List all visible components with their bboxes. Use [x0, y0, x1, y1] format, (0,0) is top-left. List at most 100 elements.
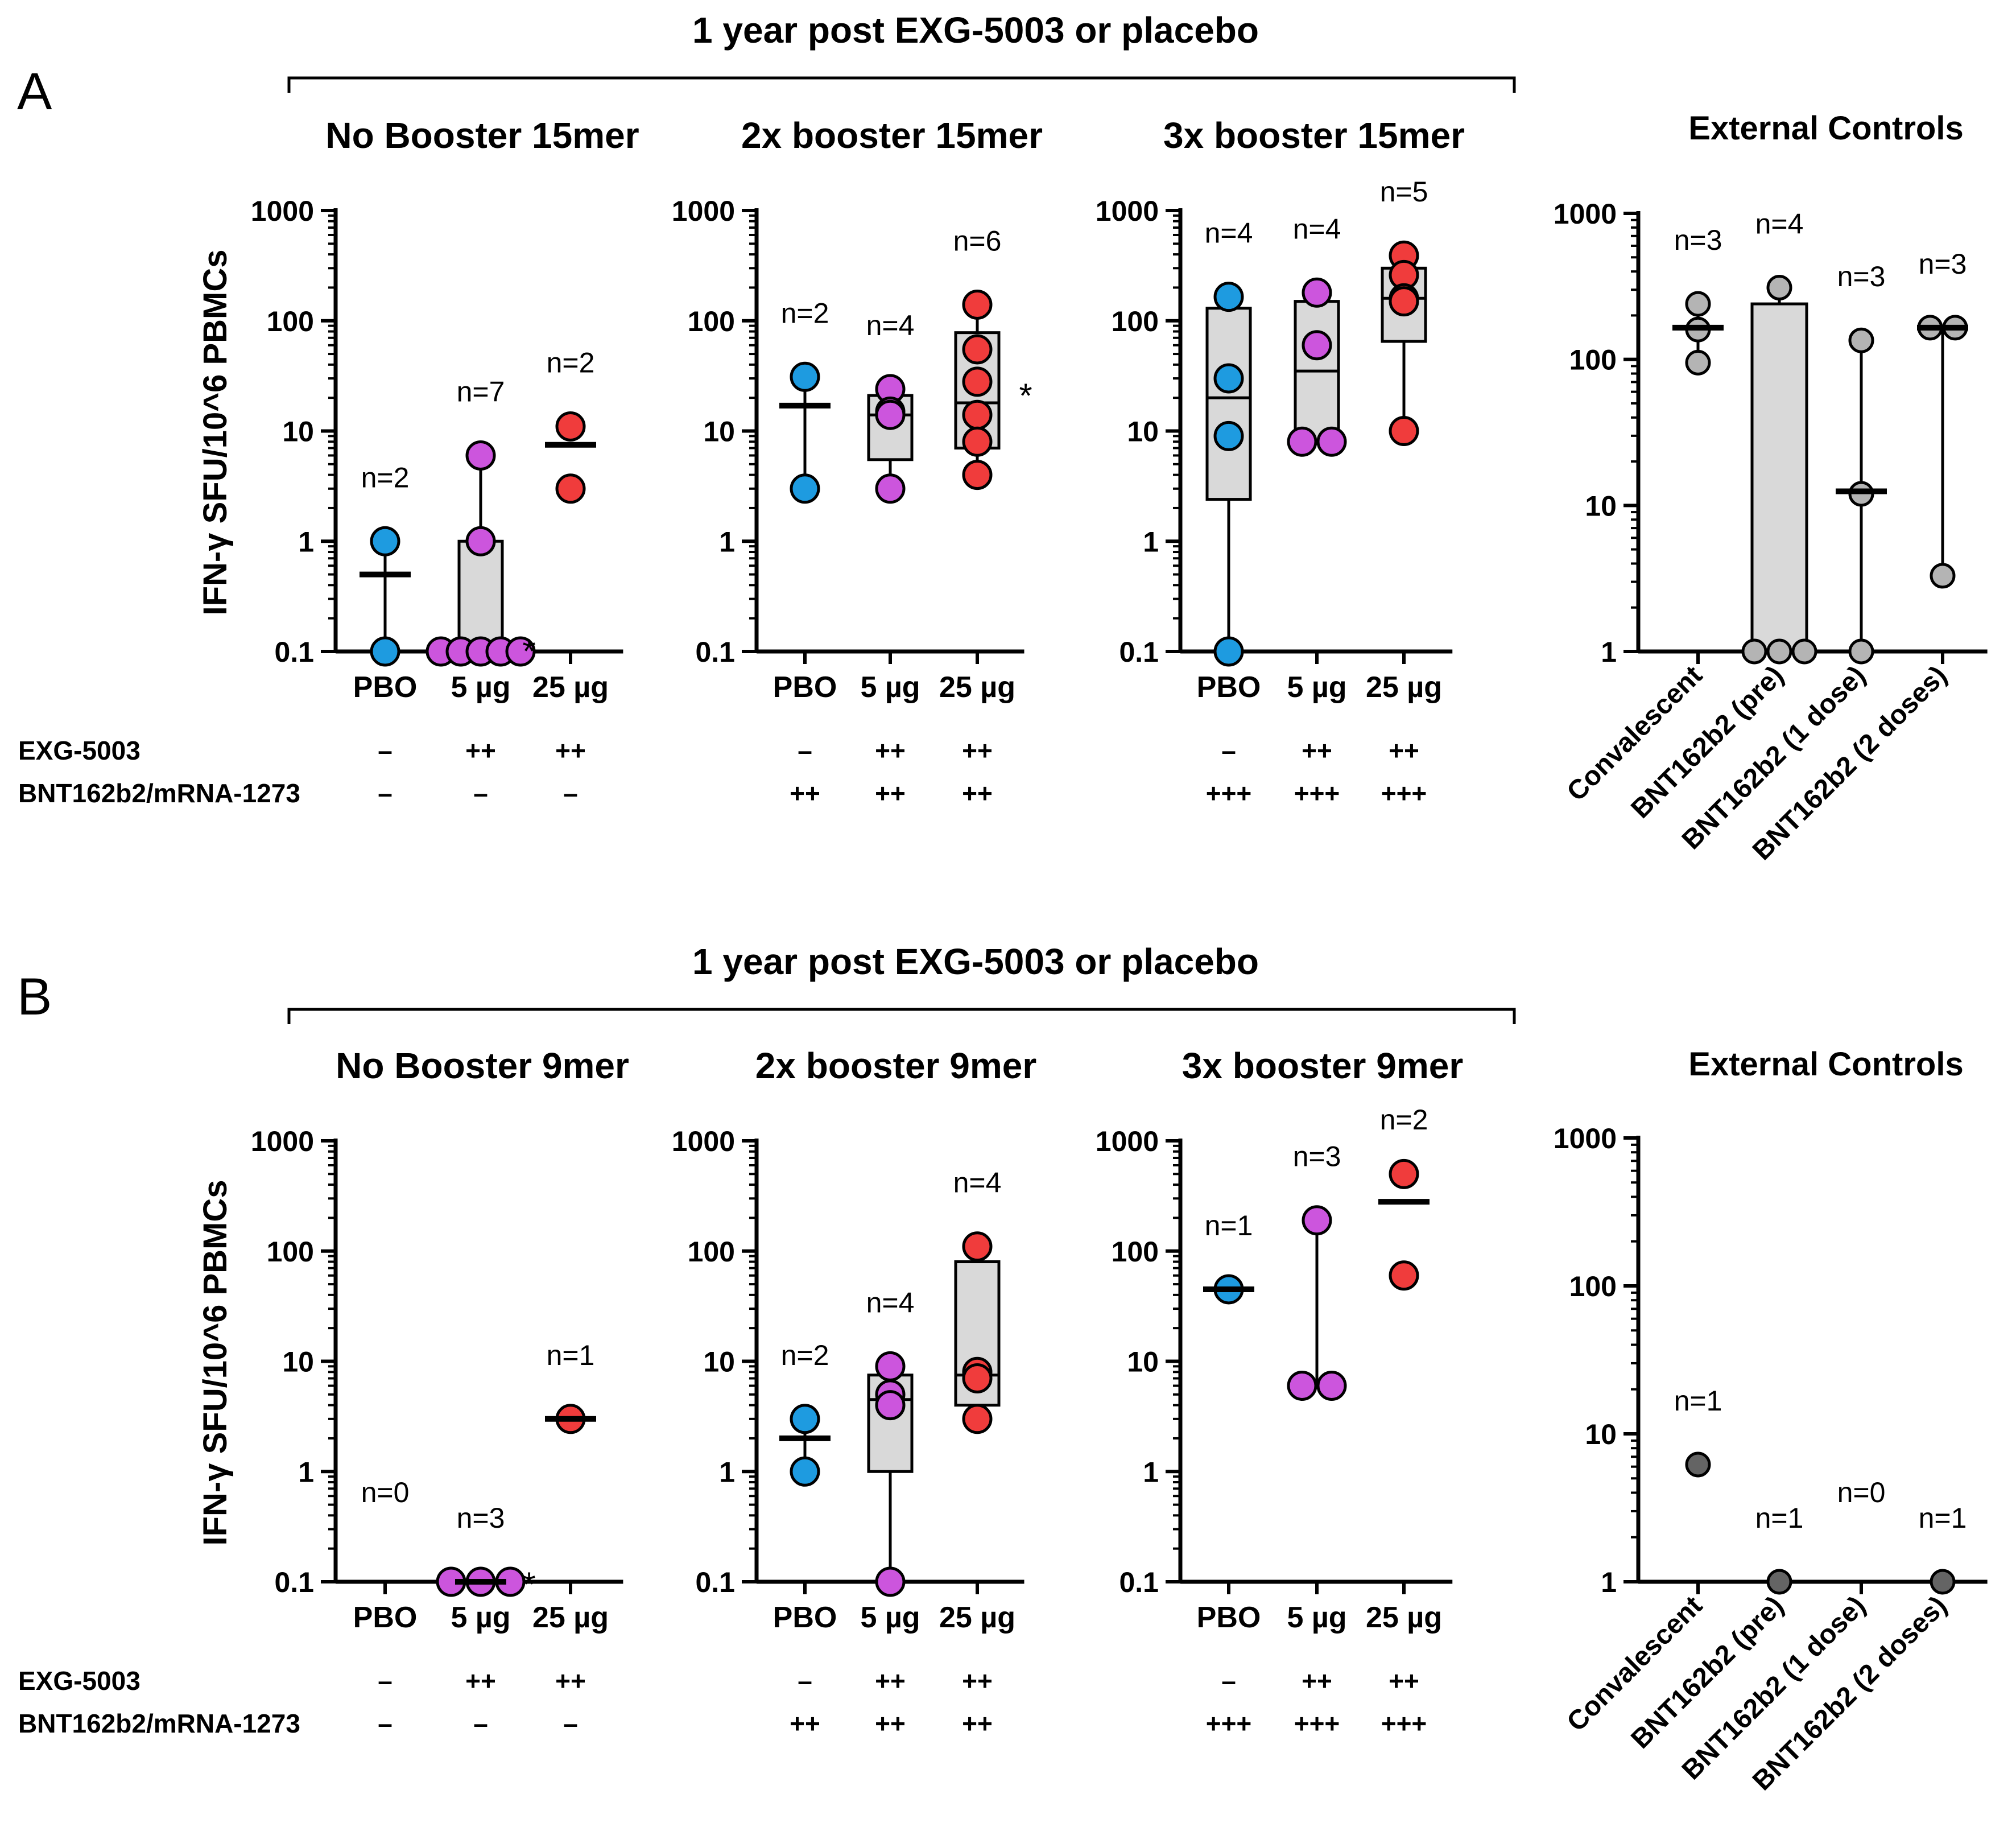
data-point: [962, 289, 993, 320]
y-tick-label: 10: [282, 1346, 314, 1378]
bnt-dose-marker: +++: [1206, 1709, 1252, 1738]
n-label: n=3: [1293, 1141, 1341, 1173]
x-tick-label: 25 µg: [939, 671, 1015, 704]
x-tick-label: PBO: [1197, 1601, 1261, 1634]
bnt-dose-marker: +++: [1294, 1709, 1340, 1738]
data-point: [790, 361, 820, 392]
data-point: [962, 1363, 993, 1394]
n-label: n=2: [1380, 1104, 1428, 1136]
data-point: [962, 460, 993, 490]
y-tick-label: 100: [1569, 344, 1617, 376]
panel-b-heading: 1 year post EXG-5003 or placebo: [692, 941, 1259, 982]
exg-dose-marker: ++: [1389, 1666, 1419, 1696]
n-label: n=6: [953, 225, 1002, 257]
panel-a-letter: A: [17, 63, 52, 121]
chart-a3: 3x booster 15mer 0.1 1 10 100 1000 PBO – +++ 5 µg…: [1096, 115, 1465, 808]
data-point: [962, 1404, 993, 1434]
chart-b3: 3x booster 9mer 0.1 1 10 100 1000 PBO – +++ 5 µg +…: [1096, 1045, 1463, 1738]
data-point: [555, 473, 586, 504]
x-tick-label: PBO: [353, 1601, 418, 1634]
x-tick-label: PBO: [353, 671, 418, 704]
y-tick-label: 10: [703, 1346, 735, 1378]
bnt-dose-marker: ++: [962, 778, 993, 808]
box: [1750, 302, 1808, 653]
bnt-dose-marker: +++: [1381, 778, 1427, 808]
n-label: n=4: [1755, 208, 1804, 240]
y-tick-label: 1000: [672, 195, 735, 227]
exg-dose-marker: ++: [465, 1666, 496, 1696]
data-point: [555, 411, 586, 442]
bnt-dose-marker: –: [378, 1709, 393, 1738]
data-point: [1316, 426, 1347, 457]
y-tick-label: 1: [1601, 1566, 1617, 1598]
x-tick-label: BNT162b2 (pre): [1625, 660, 1789, 824]
panel-a-exg-row-label: EXG-5003: [18, 736, 141, 765]
bnt-dose-marker: ++: [875, 1709, 906, 1738]
n-label: n=4: [953, 1167, 1002, 1199]
data-point: [962, 366, 993, 397]
x-tick-label: PBO: [773, 671, 837, 704]
y-tick-label: 10: [1127, 416, 1159, 448]
bnt-dose-marker: ++: [790, 1709, 820, 1738]
panel-a-bracket: [287, 76, 1516, 93]
data-point: [1766, 1569, 1792, 1595]
data-point: [1213, 636, 1244, 667]
data-point: [465, 440, 496, 471]
panel-a-bnt-row-label: BNT162b2/mRNA-1273: [18, 778, 300, 808]
significance-star: *: [522, 632, 535, 670]
panel-a-ylabel: IFN-γ SFU/10^6 PBMCs: [197, 249, 234, 615]
data-point: [1302, 1205, 1332, 1236]
n-label: n=2: [781, 297, 829, 329]
data-point: [370, 526, 400, 556]
exg-dose-marker: ++: [1302, 736, 1332, 765]
panel-b-ylabel: IFN-γ SFU/10^6 PBMCs: [197, 1179, 234, 1545]
exg-dose-marker: ++: [875, 1666, 906, 1696]
y-tick-label: 1000: [1554, 1123, 1617, 1154]
x-tick-label: PBO: [1197, 671, 1261, 704]
n-label: n=0: [361, 1477, 410, 1508]
n-label: n=1: [1674, 1385, 1722, 1417]
y-tick-label: 100: [267, 1236, 314, 1268]
chart-title: External Controls: [1688, 110, 1963, 147]
x-tick-label: 25 µg: [1366, 1601, 1442, 1634]
y-tick-label: 100: [688, 1236, 735, 1268]
x-tick-label: 5 µg: [860, 671, 920, 704]
data-point: [1213, 420, 1244, 451]
x-tick-label: 5 µg: [860, 1601, 920, 1634]
data-point: [875, 1390, 906, 1421]
chart-b4: External Controls 1 10 100 1000 ConvalescentB…: [1554, 1046, 1988, 1796]
x-tick-label: 25 µg: [1366, 671, 1442, 704]
y-tick-label: 10: [703, 416, 735, 448]
data-point: [790, 1404, 820, 1434]
y-tick-label: 1: [298, 1456, 314, 1488]
chart-title: 3x booster 15mer: [1163, 115, 1465, 156]
data-point: [1302, 330, 1332, 361]
y-tick-label: 100: [1569, 1271, 1617, 1302]
data-point: [790, 473, 820, 504]
bnt-dose-marker: –: [473, 1709, 488, 1738]
data-point: [1287, 1370, 1317, 1401]
n-label: n=2: [547, 347, 595, 378]
data-point: [962, 334, 993, 365]
data-point: [465, 526, 496, 556]
exg-dose-marker: ++: [555, 736, 586, 765]
x-tick-label: 5 µg: [451, 1601, 510, 1634]
x-tick-label: 25 µg: [532, 1601, 609, 1634]
y-tick-label: 10: [1585, 490, 1617, 522]
data-point: [962, 1231, 993, 1262]
y-tick-label: 0.1: [274, 636, 314, 668]
data-point: [1389, 416, 1419, 446]
data-point: [1302, 277, 1332, 308]
y-tick-label: 1000: [672, 1125, 735, 1157]
panel-b-bnt-row-label: BNT162b2/mRNA-1273: [18, 1709, 300, 1738]
data-point: [1930, 563, 1956, 589]
panel-b-letter: B: [17, 968, 52, 1026]
y-tick-label: 100: [1112, 306, 1159, 337]
n-label: n=3: [1837, 261, 1886, 292]
box: [1205, 307, 1252, 501]
exg-dose-marker: ++: [962, 1666, 993, 1696]
data-point: [962, 426, 993, 457]
exg-dose-marker: –: [378, 1666, 393, 1696]
y-tick-label: 1000: [1096, 1125, 1159, 1157]
